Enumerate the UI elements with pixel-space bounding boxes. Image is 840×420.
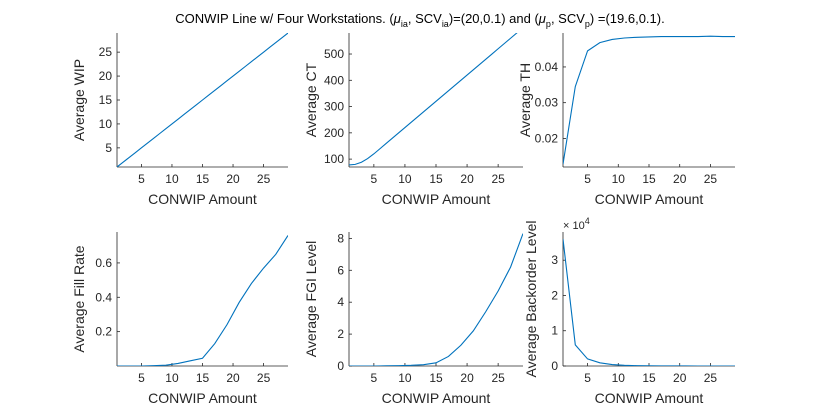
x-tick-label: 20 [673, 172, 687, 186]
x-axis-label: CONWIP Amount [382, 390, 491, 406]
series-line [117, 235, 288, 366]
y-tick-label: 5 [105, 141, 112, 155]
subplot: 5 10 15 20 25 0.2 0.4 0.6 CONWIP Amount Average F… [71, 232, 288, 406]
y-axis-label: Average Fill Rate [71, 245, 87, 352]
y-tick-label: 200 [324, 126, 344, 140]
y-tick-label: 0.04 [535, 60, 559, 74]
y-tick-label: 0.4 [95, 290, 112, 304]
x-tick-label: 25 [491, 172, 505, 186]
x-tick-label: 5 [584, 172, 591, 186]
y-tick-label: 0.2 [95, 325, 112, 339]
y-tick-label: 300 [324, 100, 344, 114]
x-tick-label: 15 [642, 371, 656, 385]
x-tick-label: 20 [673, 371, 687, 385]
x-tick-label: 25 [704, 371, 718, 385]
y-tick-label: 0.03 [535, 96, 559, 110]
x-tick-label: 25 [257, 371, 271, 385]
x-tick-label: 5 [371, 371, 378, 385]
x-tick-label: 20 [226, 371, 240, 385]
x-axis-label: CONWIP Amount [595, 390, 704, 406]
series-line [349, 33, 518, 166]
title-part: CONWIP Line w/ Four Workstations. ( [175, 11, 394, 26]
subplot: 5 10 15 20 25 0.02 0.03 0.04 CONWIP Amount Averag… [517, 33, 735, 207]
x-tick-label: 20 [226, 172, 240, 186]
series-line [563, 238, 735, 366]
title-part: p [585, 19, 590, 29]
y-tick-label: 15 [99, 93, 113, 107]
y-tick-label: 100 [324, 152, 344, 166]
x-tick-label: 20 [460, 371, 474, 385]
y-tick-label: 0.6 [95, 256, 112, 270]
y-tick-label: 400 [324, 73, 344, 87]
x-tick-label: 25 [491, 371, 505, 385]
y-tick-label: 500 [324, 47, 344, 61]
title-part: , SCV [551, 11, 585, 26]
y-axis-label: Average WIP [71, 59, 87, 141]
y-axis-label: Average FGI Level [303, 241, 319, 357]
x-tick-label: 10 [165, 172, 179, 186]
x-tick-label: 25 [257, 172, 271, 186]
series-line [349, 233, 523, 366]
x-tick-label: 10 [165, 371, 179, 385]
title-part: )=(20,0.1) and ( [449, 11, 540, 26]
title-part: ia [442, 19, 449, 29]
x-tick-label: 15 [429, 371, 443, 385]
subplot: 5 10 15 20 25 0 1 2 3 × 104 CONWIP Amount Average B… [523, 216, 735, 406]
series-line [117, 33, 288, 167]
x-tick-label: 5 [138, 371, 145, 385]
title-part: μ [393, 11, 401, 26]
y-tick-label: 1 [551, 324, 558, 338]
title-part: ia [401, 19, 408, 29]
series-line [563, 35, 735, 165]
y-tick-label: 0.02 [535, 131, 559, 145]
y-tick-label: 0 [551, 359, 558, 373]
figure-title: CONWIP Line w/ Four Workstations. (μia, … [175, 11, 664, 29]
y-tick-label: 2 [551, 288, 558, 302]
y-exponent-label: × 104 [563, 216, 590, 232]
title-part: p [546, 19, 551, 29]
x-tick-label: 10 [398, 371, 412, 385]
y-tick-label: 10 [99, 117, 113, 131]
subplot: 5 10 15 20 25 0 2 4 6 8 CONWIP Amount Average FGI L… [303, 231, 523, 406]
y-tick-label: 4 [337, 295, 344, 309]
x-axis-label: CONWIP Amount [382, 191, 491, 207]
y-tick-label: 2 [337, 327, 344, 341]
y-tick-label: 0 [337, 359, 344, 373]
x-tick-label: 5 [138, 172, 145, 186]
title-part: , SCV [408, 11, 442, 26]
y-tick-label: 3 [551, 253, 558, 267]
title-part: μ [538, 11, 546, 26]
x-tick-label: 15 [196, 371, 210, 385]
x-tick-label: 5 [584, 371, 591, 385]
x-tick-label: 20 [460, 172, 474, 186]
x-axis-label: CONWIP Amount [148, 191, 257, 207]
x-tick-label: 5 [371, 172, 378, 186]
x-tick-label: 15 [642, 172, 656, 186]
x-tick-label: 25 [704, 172, 718, 186]
x-tick-label: 15 [429, 172, 443, 186]
x-axis-label: CONWIP Amount [595, 191, 704, 207]
x-tick-label: 10 [398, 172, 412, 186]
x-axis-label: CONWIP Amount [148, 390, 257, 406]
y-tick-label: 25 [99, 45, 113, 59]
y-axis-label: Average Backorder Level [523, 221, 539, 378]
x-tick-label: 10 [612, 172, 626, 186]
y-tick-label: 8 [337, 231, 344, 245]
subplot: 5 10 15 20 25 100 200 300 400 500 CONWIP Amount Ave… [303, 33, 523, 207]
y-axis-label: Average TH [517, 63, 533, 137]
y-tick-label: 20 [99, 69, 113, 83]
x-tick-label: 15 [196, 172, 210, 186]
y-tick-label: 6 [337, 263, 344, 277]
y-axis-label: Average CT [303, 62, 319, 137]
x-tick-label: 10 [612, 371, 626, 385]
title-part: ) =(19.6,0.1). [590, 11, 665, 26]
